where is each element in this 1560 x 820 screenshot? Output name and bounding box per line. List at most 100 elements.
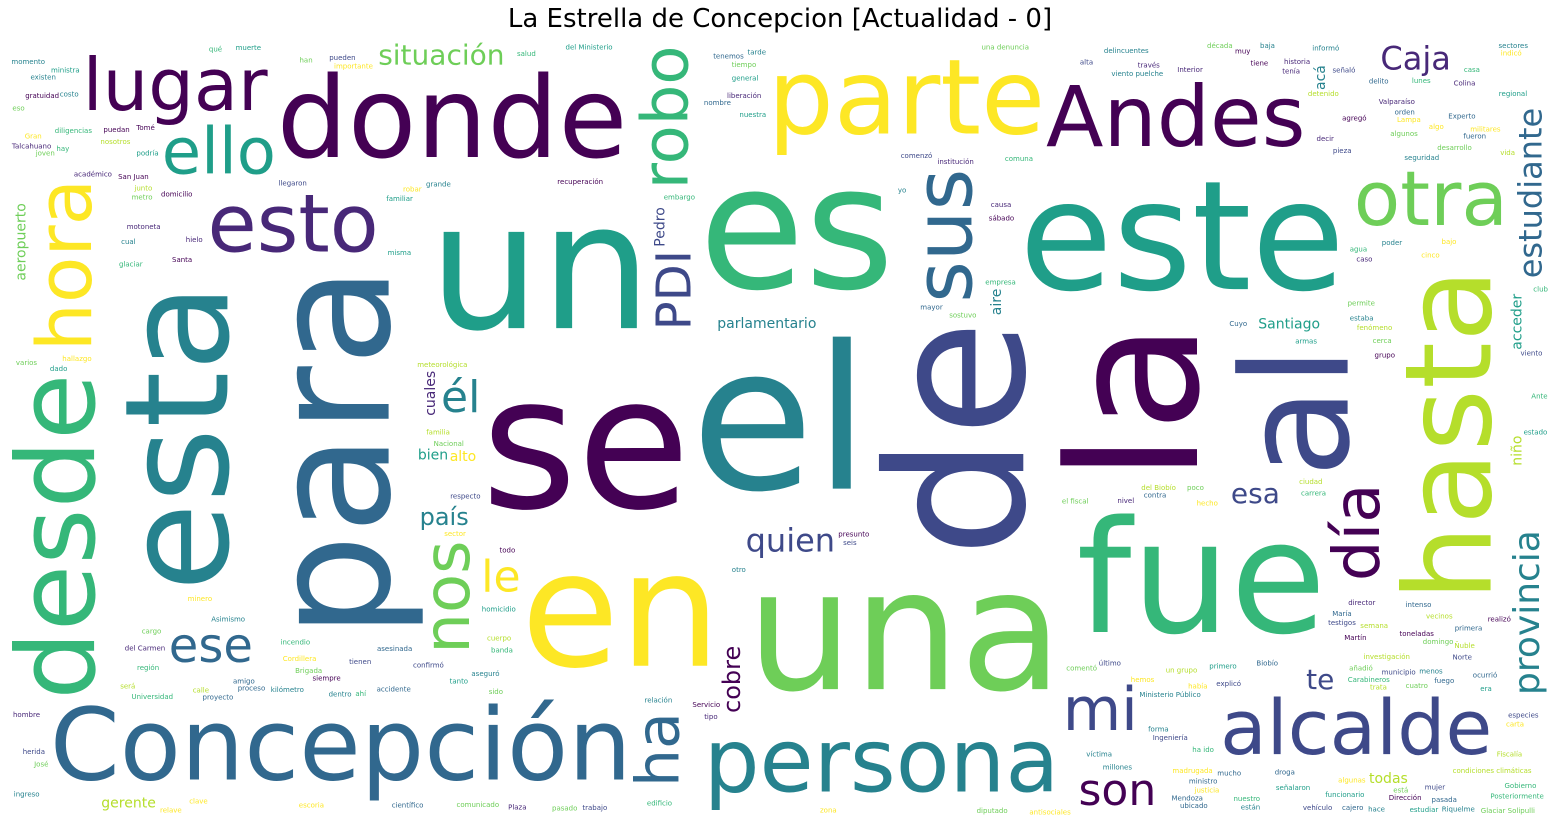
word-25: otra	[1354, 154, 1508, 243]
word-226: condiciones climáticas	[1453, 767, 1532, 775]
word-225: académico	[74, 171, 112, 179]
word-270: Gran	[25, 133, 42, 141]
word-284: tenemos	[713, 52, 744, 60]
word-220: recuperación	[557, 178, 603, 186]
word-116: tanto	[450, 678, 469, 686]
word-16: desde	[8, 374, 120, 700]
word-221: tiempo	[732, 61, 757, 69]
word-114: decir	[1317, 135, 1335, 143]
word-157: justicia	[1194, 787, 1220, 795]
word-172: pueden	[329, 54, 355, 62]
word-183: pasado	[552, 805, 577, 813]
word-282: grande	[426, 180, 451, 188]
word-193: yo	[898, 186, 906, 194]
word-219: gratuidad	[25, 92, 59, 100]
word-233: gerente	[101, 796, 156, 812]
word-188: herida	[23, 748, 45, 756]
word-156: Fiscalía	[1497, 751, 1522, 759]
word-292: poco	[1187, 484, 1204, 492]
word-87: familiar	[386, 195, 413, 203]
word-30: Colina	[1454, 79, 1476, 87]
word-167: seis	[843, 539, 857, 547]
word-72: viento puelche	[1111, 70, 1163, 78]
word-90: último	[1099, 660, 1121, 668]
word-252: bien	[418, 447, 448, 463]
word-168: tienen	[349, 658, 371, 666]
word-249: relave	[160, 806, 182, 814]
word-44: delincuentes	[1104, 47, 1149, 55]
word-214: ministro	[1189, 778, 1218, 786]
word-215: realizó	[1488, 616, 1511, 624]
word-241: será	[120, 683, 135, 691]
word-154: agregó	[1342, 115, 1367, 123]
word-275: acá	[1313, 65, 1329, 90]
word-76: Dirección	[1389, 794, 1422, 802]
word-138: Experto	[1448, 113, 1475, 121]
word-266: meteorológica	[417, 361, 467, 369]
word-96: homicidio	[482, 606, 516, 614]
word-224: del Ministerio	[566, 43, 613, 51]
word-222: costo	[60, 90, 79, 98]
word-47: carrera	[1301, 489, 1326, 497]
word-56: sector	[444, 530, 466, 538]
word-139: ubicado	[1180, 802, 1208, 810]
word-272: desarrollo	[1437, 144, 1472, 152]
word-202: están	[1241, 803, 1260, 811]
word-112: era	[1480, 685, 1491, 693]
word-199: país	[420, 503, 469, 531]
word-117: muy	[1235, 48, 1250, 56]
word-37: robo	[629, 45, 703, 189]
word-232: Brigada	[295, 667, 322, 675]
word-195: indicó	[1501, 50, 1522, 58]
word-290: sectores	[1499, 42, 1529, 50]
word-208: lunes	[1412, 77, 1431, 85]
word-236: todas	[1369, 771, 1408, 787]
word-70: un grupo	[1166, 667, 1198, 675]
word-84: institución	[937, 158, 973, 166]
word-61: PDI	[646, 250, 702, 330]
word-150: el fiscal	[1062, 498, 1089, 506]
word-171: calle	[193, 686, 209, 694]
word-151: estaba	[1350, 314, 1374, 322]
word-118: empresa	[985, 278, 1016, 286]
word-113: poder	[1382, 239, 1402, 247]
word-121: familia	[426, 428, 450, 436]
word-203: amigo	[233, 677, 255, 685]
word-264: armas	[1295, 338, 1317, 346]
word-40: ello	[162, 115, 276, 189]
word-127: clave	[189, 798, 208, 806]
word-248: llegaron	[279, 180, 307, 188]
word-273: Plaza	[508, 804, 526, 812]
word-261: banda	[491, 646, 513, 654]
word-245: Posteriormente	[1490, 793, 1543, 801]
word-166: través	[1138, 62, 1160, 70]
word-111: te	[1306, 663, 1334, 696]
word-22: esto	[208, 177, 379, 270]
word-63: edificio	[647, 800, 672, 808]
word-283: toneladas	[1400, 630, 1435, 638]
word-206: importante	[334, 62, 373, 70]
word-243: permite	[1348, 299, 1375, 307]
word-212: momento	[11, 58, 45, 66]
word-175: estudiar	[1410, 806, 1439, 814]
word-280: Tomé	[135, 124, 155, 132]
word-217: añadió	[1349, 665, 1373, 673]
word-234: aire	[989, 289, 1005, 316]
word-12: al	[1211, 346, 1383, 478]
word-14: hasta	[1380, 268, 1519, 601]
word-64: proyecto	[203, 694, 234, 702]
word-180: confirmó	[413, 662, 444, 670]
word-295: vida	[1500, 149, 1515, 157]
word-31: millones	[1103, 763, 1133, 771]
word-162: tarde	[748, 49, 767, 57]
word-179: cargo	[142, 628, 162, 636]
word-238: Pedro	[652, 207, 668, 246]
word-191: San Juan	[118, 173, 149, 181]
word-52: vehículo	[1303, 804, 1332, 812]
word-86: Interior	[1177, 66, 1203, 74]
word-134: fuego	[1434, 677, 1454, 685]
word-289: existen	[31, 74, 56, 82]
word-91: junto	[133, 185, 152, 193]
word-204: científico	[392, 802, 424, 810]
